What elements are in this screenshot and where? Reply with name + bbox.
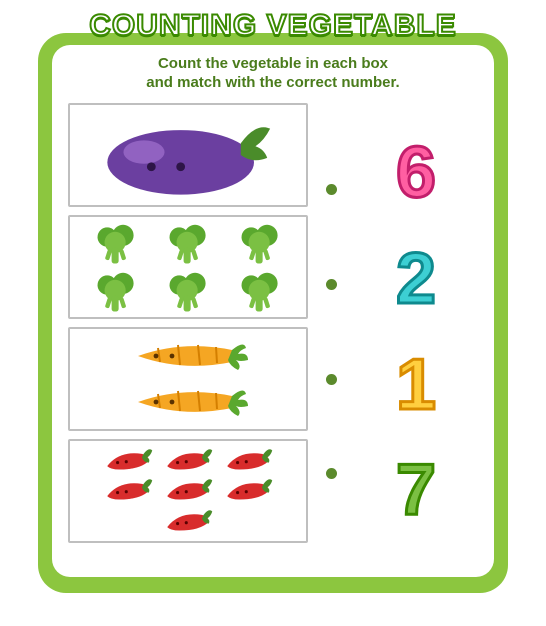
carrot-icon	[98, 336, 278, 376]
chili-icon	[162, 477, 214, 503]
content-area: 6 2 1 7	[68, 103, 478, 562]
instructions-line1: Count the vegetable in each box	[158, 55, 388, 72]
answer-number-1[interactable]: 1	[396, 349, 436, 421]
match-dots-column	[316, 103, 346, 562]
broccoli-icon	[84, 223, 148, 267]
chili-icon	[102, 477, 154, 503]
match-dot[interactable]	[326, 468, 337, 479]
match-dot[interactable]	[326, 184, 337, 195]
broccoli-icon	[156, 271, 220, 315]
broccoli-icon	[228, 223, 292, 267]
vegetable-box-carrot[interactable]	[68, 327, 308, 431]
match-dot[interactable]	[326, 279, 337, 290]
inner-panel: Count the vegetable in each box and matc…	[52, 45, 494, 577]
eggplant-icon	[88, 111, 288, 199]
page-title: COUNTING VEGETABLE	[52, 9, 494, 43]
eggplant-icon	[88, 111, 288, 199]
chili-icon	[102, 447, 154, 473]
broccoli-icon	[84, 223, 148, 267]
chili-icon	[162, 447, 214, 473]
numbers-column: 6 2 1 7	[354, 103, 478, 562]
instructions-line2: and match with the correct number.	[146, 74, 399, 91]
broccoli-icon	[228, 223, 292, 267]
chili-icon	[162, 477, 214, 503]
chili-icon	[162, 508, 214, 534]
carrot-icon	[98, 382, 278, 422]
broccoli-icon	[228, 271, 292, 315]
answer-number-2[interactable]: 2	[396, 243, 436, 315]
broccoli-icon	[228, 271, 292, 315]
broccoli-icon	[156, 223, 220, 267]
chili-icon	[222, 477, 274, 503]
chili-icon	[222, 447, 274, 473]
broccoli-icon	[84, 271, 148, 315]
instructions: Count the vegetable in each box and matc…	[68, 55, 478, 93]
chili-icon	[162, 508, 214, 534]
worksheet-card: COUNTING VEGETABLE Count the vegetable i…	[38, 33, 508, 593]
vegetable-box-eggplant[interactable]	[68, 103, 308, 207]
chili-icon	[222, 477, 274, 503]
answer-number-7[interactable]: 7	[396, 454, 436, 526]
broccoli-icon	[84, 271, 148, 315]
vegetable-box-chili[interactable]	[68, 439, 308, 543]
chili-icon	[102, 477, 154, 503]
broccoli-icon	[156, 271, 220, 315]
carrot-icon	[98, 336, 278, 376]
vegetable-boxes-column	[68, 103, 308, 562]
broccoli-icon	[156, 223, 220, 267]
answer-number-6[interactable]: 6	[396, 137, 436, 209]
chili-icon	[102, 447, 154, 473]
vegetable-box-broccoli[interactable]	[68, 215, 308, 319]
chili-icon	[162, 447, 214, 473]
match-dot[interactable]	[326, 374, 337, 385]
chili-icon	[222, 447, 274, 473]
carrot-icon	[98, 382, 278, 422]
